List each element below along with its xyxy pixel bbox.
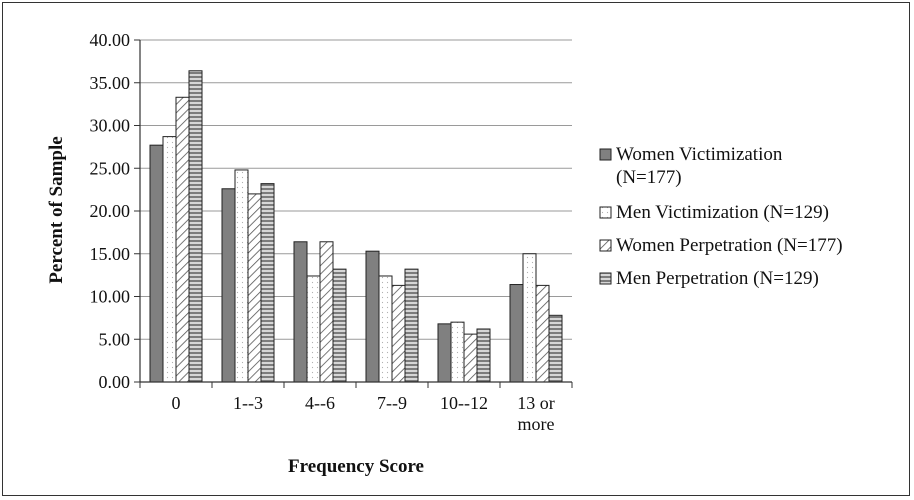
axes <box>134 39 573 388</box>
legend-label: Men Perpetration (N=129) <box>616 268 819 289</box>
bar <box>476 328 491 383</box>
bar <box>437 323 452 383</box>
bar <box>306 275 321 383</box>
y-tick-label: 10.00 <box>90 287 131 307</box>
x-category-label: 4--6 <box>305 393 335 413</box>
bar <box>463 333 478 383</box>
legend-item: Men Perpetration (N=129) <box>599 268 819 289</box>
bar <box>247 193 262 383</box>
legend-swatch <box>599 148 612 161</box>
legend-item: Women Perpetration (N=177) <box>599 235 843 256</box>
y-tick-label: 40.00 <box>90 30 131 50</box>
y-tick-label: 15.00 <box>90 244 131 264</box>
legend: Women Victimization (N=177) Men Victimizat… <box>599 144 843 289</box>
bar <box>548 314 563 383</box>
y-tick-labels: 0.00 5.00 10.00 15.00 20.00 25.00 30.00 35.00 40… <box>90 30 131 392</box>
legend-label: Men Victimization (N=129) <box>616 202 829 223</box>
bar <box>522 253 537 383</box>
x-axis-title: Frequency Score <box>288 456 424 477</box>
y-tick-label: 25.00 <box>90 158 131 178</box>
legend-label: Women Perpetration (N=177) <box>616 235 843 256</box>
bar <box>404 268 419 383</box>
y-tick-label: 30.00 <box>90 116 131 136</box>
bar <box>319 241 334 383</box>
bar <box>162 136 177 383</box>
gridlines <box>140 39 572 340</box>
x-category-label: 1--3 <box>233 393 263 413</box>
bar <box>450 321 465 383</box>
bar <box>175 96 190 383</box>
y-tick-label: 5.00 <box>99 329 131 349</box>
y-tick-label: 35.00 <box>90 73 131 93</box>
y-tick-label: 20.00 <box>90 201 131 221</box>
y-tick-label: 0.00 <box>99 372 131 392</box>
x-category-labels: 0 1--3 4--6 7--9 10--12 13 or more <box>172 393 555 434</box>
bar <box>188 70 203 383</box>
x-category-label: 13 or more <box>517 393 555 434</box>
bar <box>535 284 550 383</box>
legend-item: Women Victimization (N=177) <box>599 144 783 188</box>
bar <box>293 241 308 383</box>
bars <box>149 70 563 383</box>
legend-item: Men Victimization (N=129) <box>599 202 829 223</box>
legend-swatch <box>599 239 612 252</box>
legend-swatch <box>599 272 612 285</box>
legend-label: Women Victimization (N=177) <box>616 144 783 188</box>
bar <box>332 268 347 383</box>
bar <box>234 169 249 383</box>
x-category-label: 7--9 <box>377 393 407 413</box>
bar <box>365 250 380 383</box>
bar <box>378 275 393 383</box>
y-axis-title: Percent of Sample <box>46 136 67 283</box>
bar <box>221 188 236 383</box>
bar <box>260 183 275 383</box>
bar <box>391 284 406 383</box>
bar <box>509 284 524 383</box>
legend-swatch <box>599 206 612 219</box>
bar <box>149 144 164 383</box>
x-category-label: 0 <box>172 393 181 413</box>
x-category-label: 10--12 <box>440 393 488 413</box>
